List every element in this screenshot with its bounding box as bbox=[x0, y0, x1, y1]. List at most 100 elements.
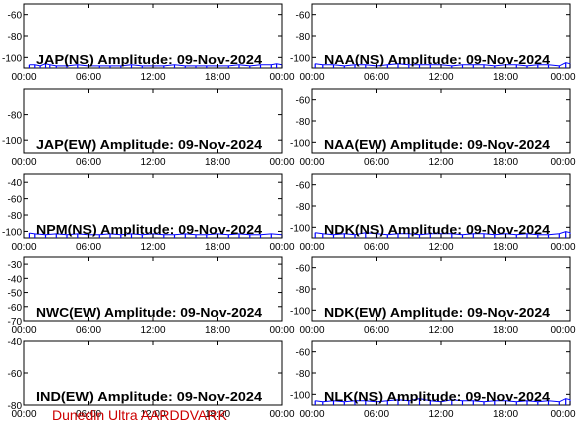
y-tick-label: -60 bbox=[8, 303, 23, 314]
y-tick-label: -100 bbox=[290, 138, 310, 149]
x-tick-label: 12:00 bbox=[428, 325, 453, 336]
x-tick-label: 00:00 bbox=[269, 325, 294, 336]
x-tick-label: 00:00 bbox=[11, 157, 36, 168]
x-tick-label: 00:00 bbox=[11, 242, 36, 253]
y-tick-label: -80 bbox=[8, 32, 23, 43]
x-tick-label: 12:00 bbox=[140, 409, 165, 420]
chart-title: NLK(NS) Amplitude: 09-Nov-2024 bbox=[324, 389, 551, 404]
y-tick-label: -60 bbox=[8, 369, 23, 380]
x-tick-label: 12:00 bbox=[428, 72, 453, 83]
x-tick-label: 06:00 bbox=[364, 242, 389, 253]
y-tick-label: -40 bbox=[8, 274, 23, 285]
y-tick-label: -80 bbox=[8, 111, 23, 122]
chart-title: NAA(EW) Amplitude: 09-Nov-2024 bbox=[324, 137, 551, 152]
x-tick-label: 12:00 bbox=[140, 242, 165, 253]
y-tick-label: -100 bbox=[2, 227, 22, 238]
chart-title: IND(EW) Amplitude: 09-Nov-2024 bbox=[36, 389, 263, 404]
x-tick-label: 06:00 bbox=[76, 157, 101, 168]
x-tick-label: 18:00 bbox=[205, 242, 230, 253]
y-tick-label: -40 bbox=[8, 178, 23, 189]
x-tick-label: 00:00 bbox=[11, 325, 36, 336]
x-tick-label: 18:00 bbox=[205, 157, 230, 168]
x-tick-label: 06:00 bbox=[364, 157, 389, 168]
y-tick-label: -80 bbox=[8, 211, 23, 222]
amplitude-series-line bbox=[29, 63, 283, 67]
plot-frame bbox=[23, 88, 283, 154]
plot-frame bbox=[23, 3, 283, 69]
x-tick-label: 18:00 bbox=[493, 72, 518, 83]
x-tick-label: 06:00 bbox=[76, 409, 101, 420]
x-tick-label: 00:00 bbox=[550, 157, 575, 168]
x-tick-label: 06:00 bbox=[76, 242, 101, 253]
station-caption: Dunedin Ultra AARDDVARK bbox=[52, 407, 227, 423]
x-tick-label: 00:00 bbox=[269, 409, 294, 420]
x-tick-label: 00:00 bbox=[299, 242, 324, 253]
chart-title: JAP(EW) Amplitude: 09-Nov-2024 bbox=[36, 137, 263, 152]
amplitude-series-line bbox=[315, 231, 571, 236]
x-tick-label: 00:00 bbox=[269, 242, 294, 253]
y-tick-label: -60 bbox=[296, 264, 311, 275]
chart-title: NPM(NS) Amplitude: 09-Nov-2024 bbox=[36, 222, 263, 237]
y-tick-label: -50 bbox=[8, 289, 23, 300]
x-tick-label: 00:00 bbox=[269, 157, 294, 168]
x-tick-label: 18:00 bbox=[493, 157, 518, 168]
amplitude-series-line bbox=[315, 62, 571, 67]
y-tick-label: -40 bbox=[8, 337, 23, 348]
x-tick-label: 00:00 bbox=[299, 72, 324, 83]
x-tick-label: 00:00 bbox=[299, 409, 324, 420]
y-tick-label: -60 bbox=[8, 11, 23, 22]
y-tick-label: -60 bbox=[296, 348, 311, 359]
chart-title: NAA(NS) Amplitude: 09-Nov-2024 bbox=[324, 52, 551, 67]
y-tick-label: -60 bbox=[296, 11, 311, 22]
y-tick-label: -80 bbox=[296, 285, 311, 296]
x-tick-label: 12:00 bbox=[140, 325, 165, 336]
x-tick-label: 18:00 bbox=[493, 325, 518, 336]
y-tick-label: -80 bbox=[8, 401, 23, 412]
y-tick-label: -80 bbox=[296, 202, 311, 213]
chart-title: NDK(EW) Amplitude: 09-Nov-2024 bbox=[324, 305, 551, 320]
y-tick-label: -100 bbox=[290, 306, 310, 317]
x-tick-label: 06:00 bbox=[364, 325, 389, 336]
chart-title: NWC(EW) Amplitude: 09-Nov-2024 bbox=[36, 305, 263, 320]
x-tick-label: 18:00 bbox=[493, 409, 518, 420]
x-tick-label: 12:00 bbox=[140, 72, 165, 83]
x-tick-label: 00:00 bbox=[299, 325, 324, 336]
x-tick-label: 18:00 bbox=[493, 242, 518, 253]
y-tick-label: -60 bbox=[8, 195, 23, 206]
y-tick-label: -80 bbox=[296, 117, 311, 128]
x-tick-label: 06:00 bbox=[364, 72, 389, 83]
x-tick-label: 00:00 bbox=[11, 72, 36, 83]
x-tick-label: 06:00 bbox=[76, 72, 101, 83]
y-tick-label: -30 bbox=[8, 260, 23, 271]
y-tick-label: -100 bbox=[2, 136, 22, 147]
y-tick-label: -80 bbox=[296, 32, 311, 43]
x-tick-label: 00:00 bbox=[550, 409, 575, 420]
x-tick-label: 00:00 bbox=[550, 72, 575, 83]
x-tick-label: 00:00 bbox=[11, 409, 36, 420]
plot-frame bbox=[23, 173, 283, 239]
y-tick-label: -60 bbox=[296, 96, 311, 107]
amplitude-series-line bbox=[29, 232, 283, 236]
x-tick-label: 06:00 bbox=[364, 409, 389, 420]
y-tick-label: -70 bbox=[8, 317, 23, 328]
y-tick-label: -100 bbox=[290, 390, 310, 401]
y-tick-label: -80 bbox=[296, 369, 311, 380]
x-tick-label: 12:00 bbox=[428, 242, 453, 253]
x-tick-label: 12:00 bbox=[140, 157, 165, 168]
amplitude-series-line bbox=[315, 398, 571, 403]
x-tick-label: 18:00 bbox=[205, 409, 230, 420]
y-tick-label: -60 bbox=[296, 181, 311, 192]
chart-title: NDK(NS) Amplitude: 09-Nov-2024 bbox=[324, 222, 551, 237]
x-tick-label: 00:00 bbox=[299, 157, 324, 168]
